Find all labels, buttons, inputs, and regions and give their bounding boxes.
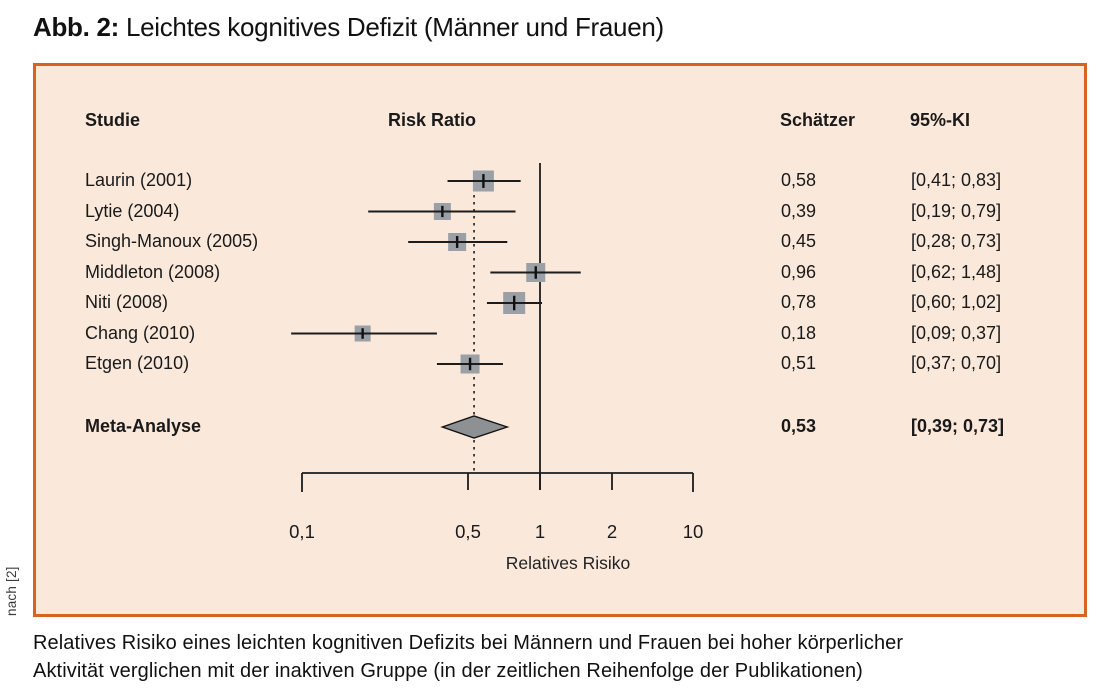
x-axis-tick-label: 0,5 [455, 521, 481, 542]
study-label: Middleton (2008) [85, 261, 221, 282]
study-ci: [0,09; 0,37] [911, 322, 1002, 343]
x-axis-tick-label: 1 [534, 521, 546, 542]
study-estimate: 0,78 [781, 292, 817, 312]
study-estimate: 0,58 [781, 170, 817, 190]
x-axis-tick-label: 2 [606, 521, 618, 542]
figure-title: Abb. 2: Leichtes kognitives Defizit (Män… [33, 12, 664, 43]
study-label: Laurin (2001) [85, 170, 193, 190]
study-estimate: 0,51 [781, 353, 817, 373]
study-label: Etgen (2010) [85, 353, 190, 373]
study-label: Singh-Manoux (2005) [85, 231, 259, 251]
forest-plot-canvas [291, 163, 694, 492]
study-label: Niti (2008) [85, 292, 169, 312]
x-axis-tick-label: 0,1 [289, 521, 315, 542]
column-header-study: Studie [85, 110, 141, 130]
study-estimate: 0,18 [781, 322, 817, 343]
study-ci: [0,62; 1,48] [911, 261, 1002, 282]
source-note: nach [2] [4, 566, 19, 616]
caption-line-1: Relatives Risiko eines leichten kognitiv… [33, 632, 904, 654]
meta-label: Meta-Analyse [85, 416, 202, 436]
study-estimate: 0,45 [781, 231, 817, 251]
study-ci: [0,37; 0,70] [911, 353, 1002, 373]
study-ci: [0,41; 0,83] [911, 170, 1002, 190]
study-estimate: 0,39 [781, 200, 817, 221]
figure-title-text: Leichtes kognitives Defizit (Männer und … [119, 12, 664, 42]
figure-number: Abb. 2: [33, 12, 120, 42]
study-ci: [0,28; 0,73] [911, 231, 1002, 251]
figure-caption: Relatives Risiko eines leichten kognitiv… [33, 629, 1093, 685]
study-ci: [0,19; 0,79] [911, 200, 1002, 221]
study-label: Lytie (2004) [85, 200, 180, 221]
column-header-ci: 95%-KI [910, 110, 971, 130]
column-header-risk-ratio: Risk Ratio [388, 110, 477, 130]
forest-plot-panel: Studie Risk Ratio Schätzer 95%-KI Laurin… [33, 63, 1087, 617]
study-ci: [0,60; 1,02] [911, 292, 1002, 312]
study-label: Chang (2010) [85, 322, 196, 343]
meta-diamond [440, 415, 510, 439]
x-axis-title: Relatives Risiko [505, 553, 631, 573]
caption-line-2: Aktivität verglichen mit der inaktiven G… [33, 660, 863, 682]
column-header-estimate: Schätzer [780, 110, 856, 130]
study-estimate: 0,96 [781, 261, 817, 282]
meta-ci: [0,39; 0,73] [911, 416, 1005, 436]
meta-estimate: 0,53 [781, 416, 817, 436]
x-axis-tick-label: 10 [682, 521, 704, 542]
